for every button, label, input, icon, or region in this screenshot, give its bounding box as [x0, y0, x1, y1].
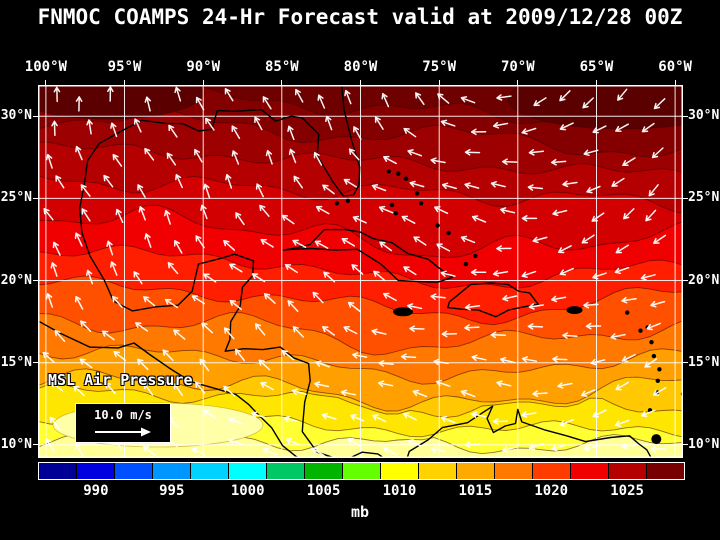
- colorbar-tick-label: 1005: [306, 483, 341, 499]
- axis-tick: [438, 80, 440, 85]
- axis-tick: [683, 362, 688, 364]
- longitude-axis: 100°W 95°W 90°W 85°W 80°W 75°W 70°W 65°W 60°W: [0, 59, 720, 85]
- chart-title: FNMOC COAMPS 24-Hr Forecast valid at 200…: [37, 5, 683, 29]
- wind-arrows-layer: [42, 86, 667, 457]
- longitude-tick-label: 65°W: [579, 59, 614, 75]
- colorbar-segment: [39, 463, 77, 479]
- axis-tick: [683, 444, 688, 446]
- axis-tick: [683, 197, 688, 199]
- latitude-tick-label-right: 20°N: [688, 272, 720, 288]
- gridlines-layer: [38, 85, 683, 458]
- longitude-tick-label: 90°W: [186, 59, 221, 75]
- latitude-tick-label-right: 10°N: [688, 436, 720, 452]
- axis-tick: [683, 280, 688, 282]
- latitude-axis-left: 30°N 25°N 20°N 15°N 10°N: [0, 85, 38, 458]
- colorbar-segment: [533, 463, 571, 479]
- axis-tick: [33, 197, 38, 199]
- axis-tick: [202, 80, 204, 85]
- colorbar-segment: [419, 463, 457, 479]
- colorbar-segment: [457, 463, 495, 479]
- axis-tick: [33, 362, 38, 364]
- colorbar-segment: [229, 463, 267, 479]
- longitude-tick-label: 75°W: [422, 59, 457, 75]
- latitude-tick-label-right: 15°N: [688, 354, 720, 370]
- plot-frame: [38, 85, 683, 458]
- axis-tick: [33, 280, 38, 282]
- colorbar-tick-labels: 990 995 1000 1005 1010 1015 1020 1025: [0, 483, 720, 501]
- axis-tick: [683, 115, 688, 117]
- colorbar-segment: [343, 463, 381, 479]
- colorbar-segment: [495, 463, 533, 479]
- field-label: MSL Air Pressure: [48, 371, 193, 389]
- longitude-tick-label: 100°W: [24, 59, 67, 75]
- wind-scale-legend: 10.0 m/s: [75, 403, 171, 443]
- axis-tick: [281, 80, 283, 85]
- axis-tick: [33, 444, 38, 446]
- colorbar-tick-label: 995: [159, 483, 185, 499]
- latitude-tick-label-left: 20°N: [0, 272, 32, 288]
- colorbar-segment: [609, 463, 647, 479]
- axis-tick: [124, 80, 126, 85]
- axis-tick: [517, 80, 519, 85]
- colorbar-tick-label: 1020: [534, 483, 569, 499]
- wind-scale-arrow-icon: [95, 427, 151, 437]
- wind-scale-value: 10.0 m/s: [94, 408, 152, 422]
- latitude-axis-right: 30°N 25°N 20°N 15°N 10°N: [683, 85, 720, 458]
- latitude-tick-label-right: 30°N: [688, 108, 720, 124]
- pressure-field-layer: [38, 85, 683, 458]
- pressure-map: [38, 85, 683, 458]
- longitude-tick-label: 85°W: [264, 59, 299, 75]
- longitude-tick-label: 95°W: [107, 59, 142, 75]
- colorbar-segment: [267, 463, 305, 479]
- latitude-tick-label-left: 10°N: [0, 436, 32, 452]
- colorbar-tick-label: 1000: [230, 483, 265, 499]
- latitude-tick-label-left: 25°N: [0, 190, 32, 206]
- longitude-tick-label: 80°W: [343, 59, 378, 75]
- axis-tick: [360, 80, 361, 85]
- colorbar-segment: [153, 463, 191, 479]
- colorbar-segment: [115, 463, 153, 479]
- longitude-tick-label: 70°W: [500, 59, 535, 75]
- colorbar-segment: [571, 463, 609, 479]
- latitude-tick-label-left: 15°N: [0, 354, 32, 370]
- coastline-layer: [38, 85, 683, 458]
- axis-tick: [45, 80, 47, 85]
- colorbar-tick-label: 990: [83, 483, 109, 499]
- latitude-tick-label-left: 30°N: [0, 108, 32, 124]
- colorbar-unit-label: mb: [350, 503, 370, 521]
- colorbar-segment: [647, 463, 684, 479]
- colorbar-segment: [191, 463, 229, 479]
- colorbar-tick-label: 1025: [610, 483, 644, 499]
- colorbar-segment: [381, 463, 419, 479]
- axis-tick: [595, 80, 597, 85]
- latitude-tick-label-right: 25°N: [688, 190, 720, 206]
- colorbar: [38, 462, 685, 480]
- colorbar-tick-label: 1015: [458, 483, 493, 499]
- colorbar-segment: [305, 463, 343, 479]
- colorbar-tick-label: 1010: [382, 483, 417, 499]
- colorbar-segment: [77, 463, 115, 479]
- longitude-tick-label: 60°W: [658, 59, 692, 75]
- map-area: MSL Air Pressure 10.0 m/s: [38, 85, 683, 458]
- axis-tick: [674, 80, 676, 85]
- axis-tick: [33, 115, 38, 117]
